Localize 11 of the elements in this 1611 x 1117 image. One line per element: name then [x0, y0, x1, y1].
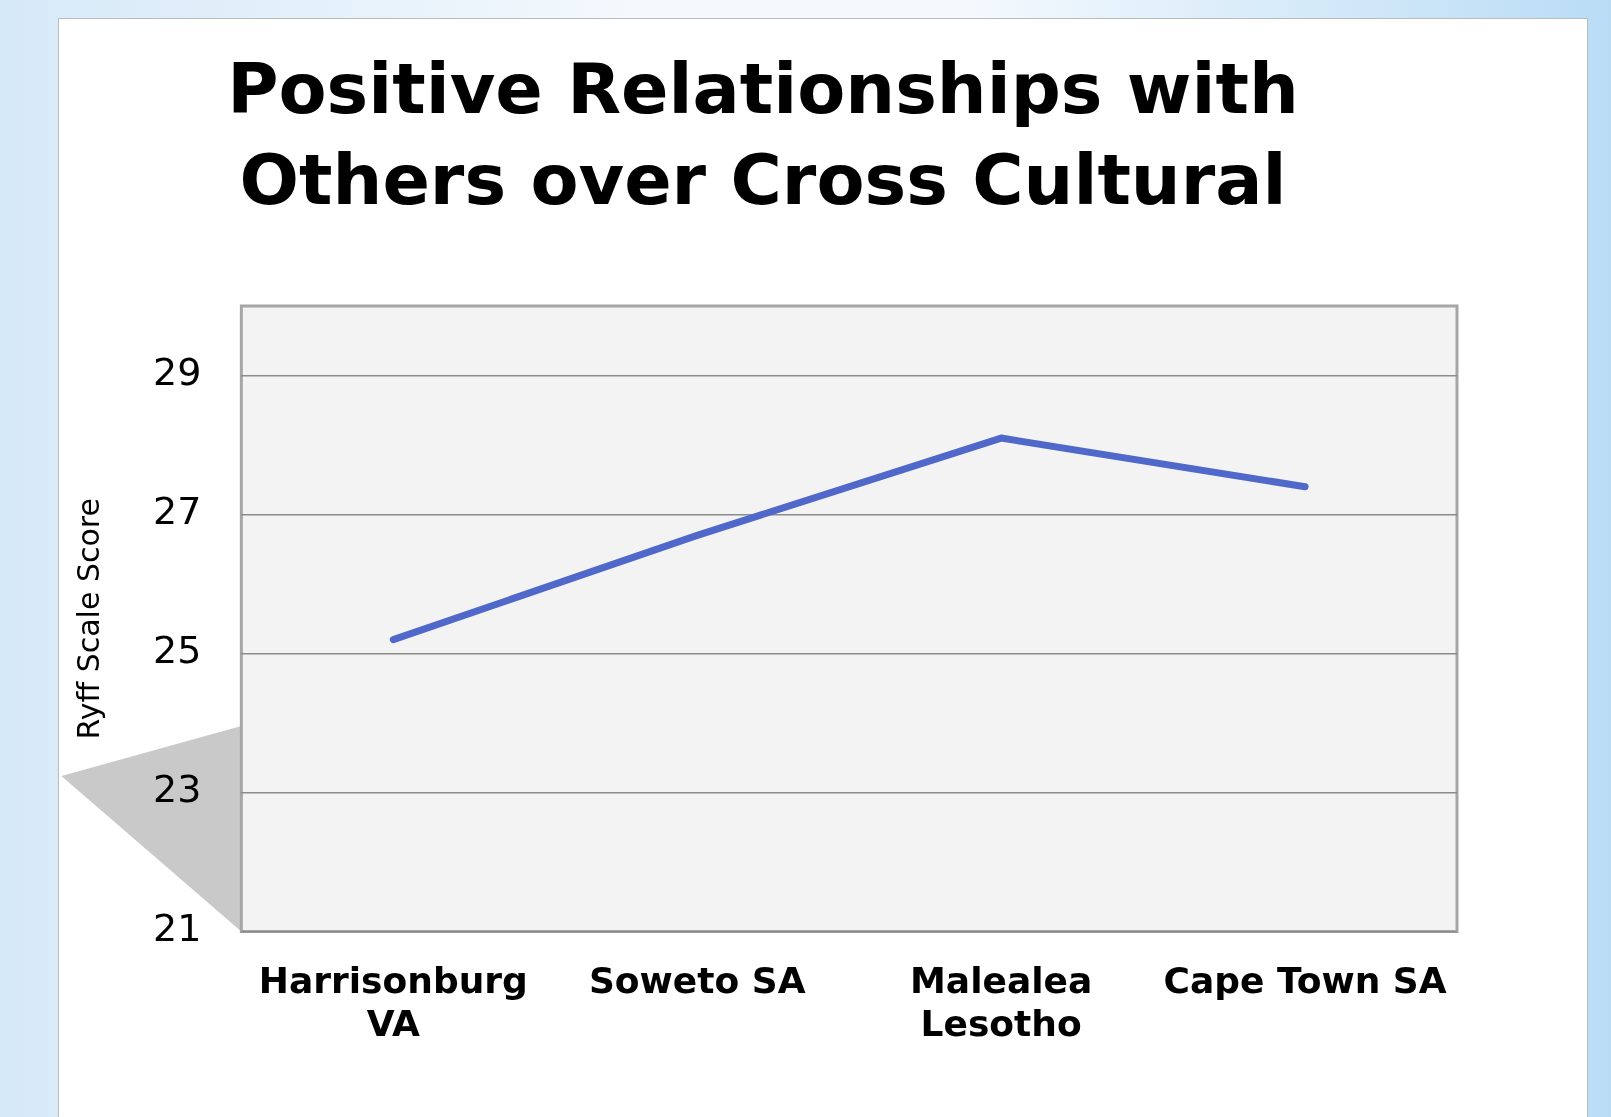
y-tick-label: 21 [152, 906, 202, 951]
y-axis-title: Ryff Scale Score [70, 498, 106, 740]
y-tick-label: 23 [152, 767, 202, 812]
x-tick-label: Cape Town SA [1163, 959, 1447, 1001]
y-tick-label: 25 [152, 628, 202, 673]
chart-title: Positive Relationships with Others over Cross Cultural [227, 47, 1299, 221]
x-tick-label: Harrisonburg VA [258, 959, 528, 1044]
x-tick-label: Malealea Lesotho [910, 959, 1093, 1044]
y-tick-label: 27 [152, 489, 202, 534]
x-tick-label: Soweto SA [588, 959, 806, 1001]
y-tick-label: 29 [152, 350, 202, 395]
